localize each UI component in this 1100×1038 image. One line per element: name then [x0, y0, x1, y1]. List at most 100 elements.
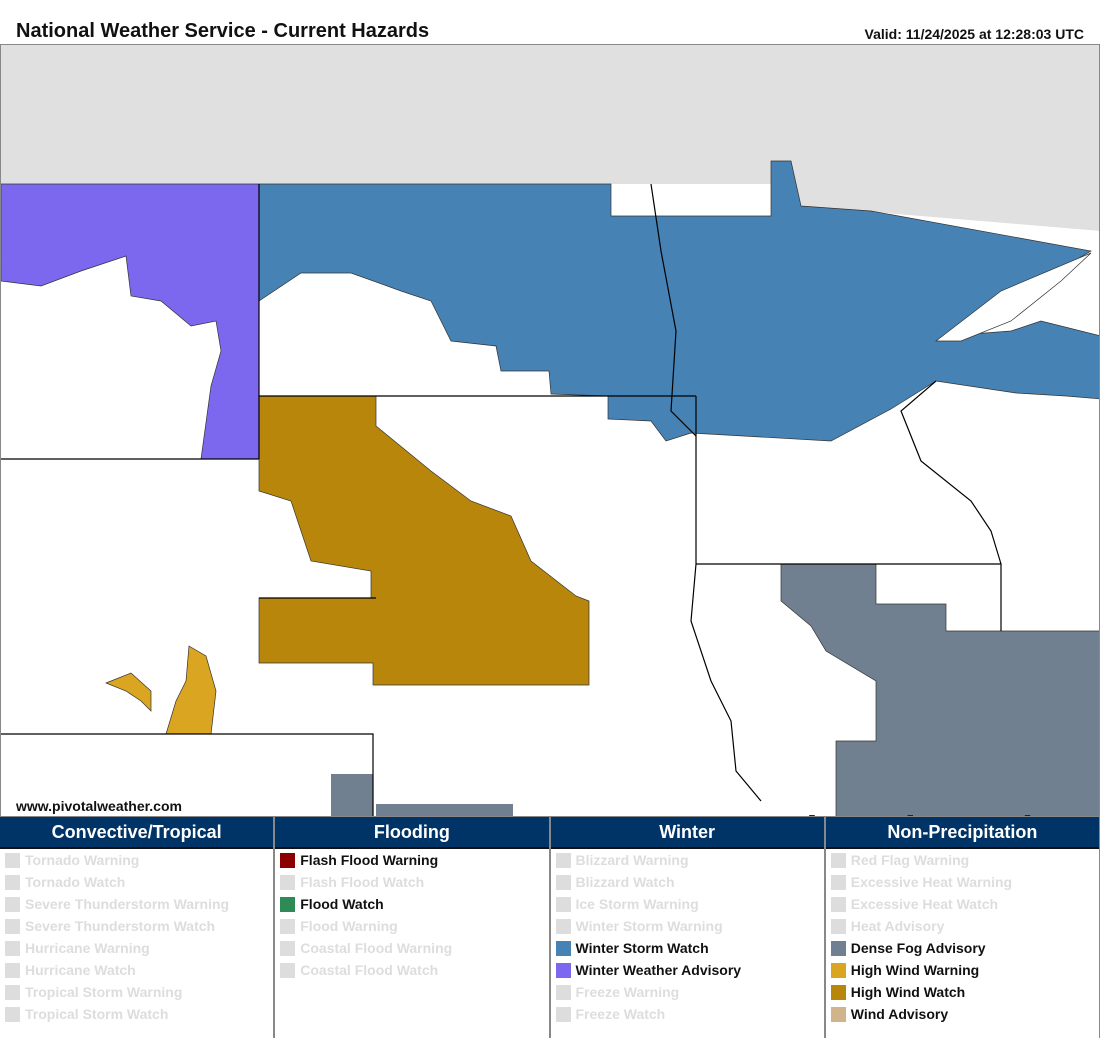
legend-item: Severe Thunderstorm Watch [0, 915, 273, 937]
legend-label: High Wind Watch [850, 984, 966, 1000]
color-swatch [555, 940, 571, 956]
legend-label: Flood Watch [300, 896, 384, 912]
legend-item: Hurricane Warning [0, 937, 273, 959]
legend-item: Flood Watch [275, 893, 548, 915]
color-swatch [555, 962, 571, 978]
page-title: National Weather Service - Current Hazar… [16, 20, 430, 42]
legend-label: Tornado Watch [25, 874, 126, 890]
legend-item: Severe Thunderstorm Warning [0, 893, 273, 915]
legend-item: Winter Storm Watch [551, 937, 824, 959]
hazard-map[interactable]: pivotal weather [0, 44, 1100, 817]
lake-superior [934, 252, 1092, 342]
color-swatch [280, 940, 296, 956]
legend: Convective/Tropical Tornado Warning Tornad… [0, 817, 1100, 1038]
color-swatch [280, 962, 296, 978]
pivotal-weather-logo: pivotal weather [781, 809, 1087, 816]
legend-item: Tornado Warning [0, 849, 273, 871]
color-swatch [555, 896, 571, 912]
color-swatch [5, 1006, 20, 1022]
legend-item: Dense Fog Advisory [826, 937, 1099, 959]
legend-label: Flood Warning [300, 918, 398, 934]
color-swatch [280, 896, 296, 912]
legend-item: Excessive Heat Warning [826, 871, 1099, 893]
color-swatch [5, 896, 20, 912]
legend-header: Flooding [275, 817, 549, 849]
legend-header: Winter [550, 817, 824, 849]
legend-item: Tropical Storm Warning [0, 981, 273, 1003]
color-swatch [5, 852, 20, 868]
legend-item: Freeze Watch [551, 1003, 824, 1025]
legend-header: Non-Precipitation [825, 817, 1099, 849]
legend-label: Severe Thunderstorm Watch [25, 918, 216, 934]
legend-column: Convective/Tropical Tornado Warning Tornad… [0, 817, 276, 1038]
legend-label: Red Flag Warning [850, 852, 970, 868]
legend-item: Excessive Heat Watch [826, 893, 1099, 915]
legend-label: Tropical Storm Watch [25, 1006, 169, 1022]
state-borders [1, 183, 1002, 816]
color-swatch [5, 940, 20, 956]
valid-time: Valid: 11/24/2025 at 12:28:03 UTC [864, 26, 1084, 42]
color-swatch [5, 962, 20, 978]
legend-label: Wind Advisory [850, 1006, 949, 1022]
color-swatch [830, 852, 846, 868]
dense-fog-advisory-zone [331, 774, 373, 816]
color-swatch [555, 1006, 571, 1022]
legend-label: Coastal Flood Watch [300, 962, 439, 978]
legend-label: Winter Storm Warning [575, 918, 723, 934]
legend-label: Excessive Heat Watch [850, 896, 999, 912]
legend-label: Tropical Storm Warning [25, 984, 183, 1000]
legend-label: Winter Weather Advisory [575, 962, 742, 978]
legend-item: Winter Storm Warning [551, 915, 824, 937]
color-swatch [555, 874, 571, 890]
color-swatch [280, 852, 296, 868]
legend-label: Ice Storm Warning [575, 896, 699, 912]
legend-item: Winter Weather Advisory [551, 959, 824, 981]
legend-label: Hurricane Warning [25, 940, 150, 956]
legend-item: Heat Advisory [826, 915, 1099, 937]
legend-item: Tropical Storm Watch [0, 1003, 273, 1025]
legend-label: Dense Fog Advisory [850, 940, 986, 956]
legend-item: Freeze Warning [551, 981, 824, 1003]
color-swatch [555, 852, 571, 868]
legend-item: Blizzard Watch [551, 871, 824, 893]
legend-item: High Wind Warning [826, 959, 1099, 981]
legend-label: Tornado Warning [25, 852, 140, 868]
legend-label: Blizzard Warning [575, 852, 689, 868]
legend-item: Hurricane Watch [0, 959, 273, 981]
color-swatch [830, 1006, 846, 1022]
winter-storm-watch-zone [258, 160, 1099, 442]
legend-label: Excessive Heat Warning [850, 874, 1013, 890]
legend-column: Winter Blizzard Warning Blizzard Watch Ice … [550, 817, 826, 1038]
legend-item: Flood Warning [275, 915, 548, 937]
color-swatch [830, 962, 846, 978]
legend-label: Heat Advisory [850, 918, 945, 934]
color-swatch [280, 874, 296, 890]
legend-label: Severe Thunderstorm Warning [25, 896, 230, 912]
legend-label: Hurricane Watch [25, 962, 136, 978]
legend-column: Flooding Flash Flood Warning Flash Flood W… [275, 817, 551, 1038]
color-swatch [555, 918, 571, 934]
dense-fog-advisory-zone [376, 804, 513, 816]
legend-label: Winter Storm Watch [575, 940, 709, 956]
color-swatch [830, 940, 846, 956]
legend-item: Tornado Watch [0, 871, 273, 893]
legend-item: Flash Flood Warning [275, 849, 548, 871]
color-swatch [830, 874, 846, 890]
color-swatch [280, 918, 296, 934]
legend-label: Blizzard Watch [575, 874, 675, 890]
legend-label: High Wind Warning [850, 962, 980, 978]
legend-item: Coastal Flood Warning [275, 937, 548, 959]
site-url[interactable]: www.pivotalweather.com [16, 798, 182, 814]
legend-item: Ice Storm Warning [551, 893, 824, 915]
color-swatch [5, 918, 20, 934]
color-swatch [830, 918, 846, 934]
legend-item: Blizzard Warning [551, 849, 824, 871]
legend-item: Wind Advisory [826, 1003, 1099, 1025]
legend-item: Red Flag Warning [826, 849, 1099, 871]
legend-header: Convective/Tropical [0, 817, 274, 849]
legend-label: Freeze Warning [575, 984, 680, 1000]
high-wind-warning-zone [105, 672, 152, 712]
legend-item: High Wind Watch [826, 981, 1099, 1003]
color-swatch [555, 984, 571, 1000]
color-swatch [5, 984, 20, 1000]
